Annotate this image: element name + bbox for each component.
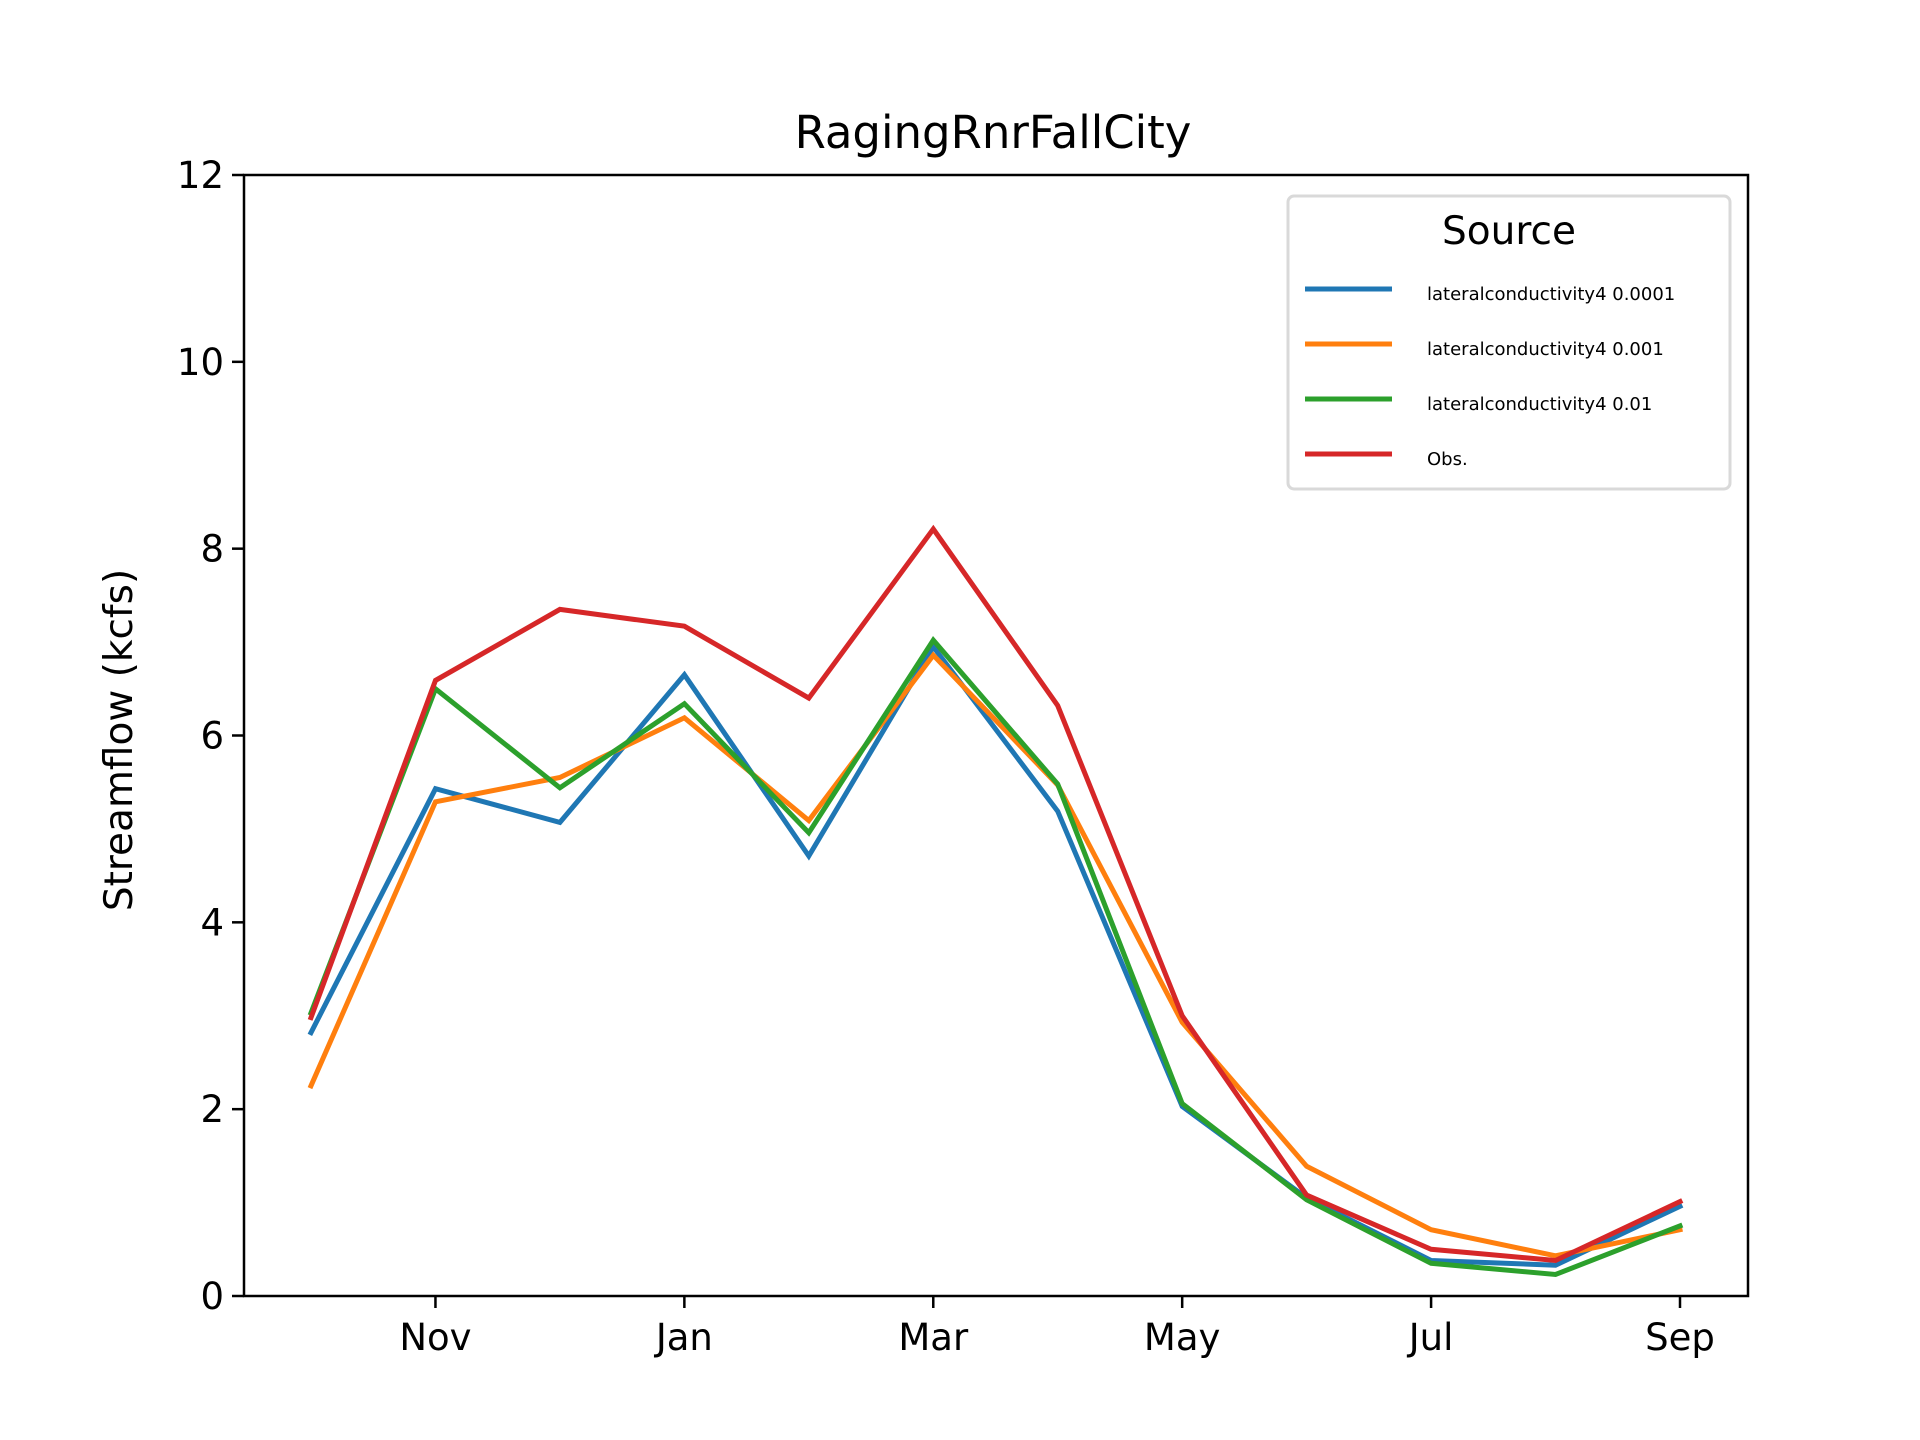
- legend: Source lateralconductivity4 0.0001 lateral…: [1286, 194, 1732, 491]
- legend-entry-label: lateralconductivity4 0.001: [1427, 339, 1664, 360]
- plot-area: 0 2 4 6 8 10 12 Nov Jan Mar May Jul Sep: [177, 154, 1715, 1359]
- legend-entry-label: lateralconductivity4 0.01: [1427, 394, 1652, 415]
- chart-title: RagingRnrFallCity: [795, 106, 1192, 159]
- legend-title: Source: [1442, 209, 1576, 254]
- x-tick-label: Jan: [654, 1316, 713, 1359]
- legend-entry-label: lateralconductivity4 0.0001: [1427, 284, 1675, 305]
- y-tick-label: 12: [177, 154, 224, 197]
- legend-box: [1286, 194, 1732, 491]
- series-line: [307, 642, 1684, 1268]
- y-tick-label: 4: [200, 901, 224, 944]
- series-line: [307, 524, 1684, 1264]
- x-tick-label: Mar: [898, 1316, 969, 1359]
- y-tick-label: 8: [200, 528, 224, 571]
- y-tick-label: 2: [200, 1088, 224, 1131]
- series-line: [307, 651, 1683, 1259]
- y-axis-label: Streamflow (kcfs): [97, 569, 142, 911]
- x-tick-label: Nov: [399, 1316, 471, 1359]
- x-tick-label: Sep: [1645, 1316, 1715, 1359]
- plot-frame: [242, 173, 1750, 1298]
- y-tick-label: 6: [200, 715, 224, 758]
- x-tick-label: Jul: [1407, 1316, 1454, 1359]
- y-tick-label: 10: [177, 341, 224, 384]
- y-tick-label: 0: [200, 1275, 224, 1318]
- legend-entry-label: Obs.: [1427, 449, 1468, 470]
- x-tick-label: May: [1144, 1316, 1221, 1359]
- series-line: [307, 636, 1684, 1278]
